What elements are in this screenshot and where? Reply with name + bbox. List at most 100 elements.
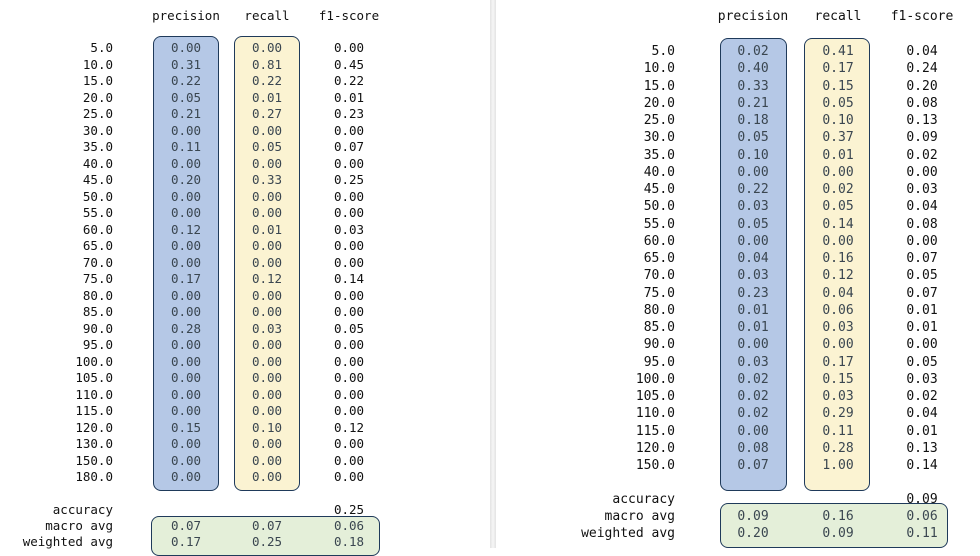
weighted-avg-f1-score: 0.11: [906, 526, 938, 541]
accuracy-value: 0.09: [906, 492, 938, 507]
weighted-avg-f1-score: 0.18: [333, 534, 365, 549]
precision-value: 0.00: [170, 155, 202, 171]
recall-value: 0.05: [822, 199, 854, 215]
class-label: 130.0: [75, 436, 113, 451]
recall-value: 0.28: [822, 440, 854, 456]
class-label: 40.0: [643, 164, 675, 180]
f1-score-value: 0.00: [333, 386, 365, 402]
accuracy-label: accuracy: [612, 492, 675, 507]
weighted-avg-precision: 0.17: [170, 534, 202, 549]
class-label: 150.0: [635, 458, 675, 473]
recall-value: 0.00: [251, 205, 283, 220]
accuracy-value: 0.25: [333, 502, 365, 517]
precision-value: 0.07: [737, 458, 769, 473]
class-label: 100.0: [635, 371, 675, 387]
f1-score-value: 0.14: [333, 271, 365, 286]
weighted-avg-precision: 0.20: [737, 526, 769, 541]
class-label: 90.0: [82, 320, 113, 336]
precision-value: 0.40: [737, 61, 769, 77]
class-label: 70.0: [82, 254, 113, 270]
macro-avg-label: macro avg: [604, 509, 675, 524]
precision-value: 0.00: [170, 403, 202, 418]
recall-value: 0.00: [822, 337, 854, 353]
f1-score-value: 0.45: [333, 56, 365, 72]
class-label: 110.0: [635, 406, 675, 422]
class-label: 115.0: [635, 423, 675, 439]
precision-value: 0.22: [170, 73, 202, 88]
class-label: 105.0: [635, 389, 675, 404]
weighted-avg-label: weighted avg: [22, 534, 113, 549]
recall-value: 0.11: [822, 423, 854, 439]
recall-value: 0.12: [822, 268, 854, 284]
weighted-avg-recall: 0.09: [822, 526, 854, 541]
f1-score-value: 0.00: [333, 436, 365, 451]
precision-value: 0.00: [170, 436, 202, 451]
class-label: 25.0: [643, 113, 675, 128]
precision-column-highlight: [720, 38, 787, 491]
precision-value: 0.05: [170, 89, 202, 105]
recall-header: recall: [814, 9, 862, 24]
f1-score-value: 0.00: [333, 155, 365, 171]
precision-value: 0.21: [170, 106, 202, 121]
class-label: 30.0: [82, 122, 113, 138]
precision-value: 0.00: [737, 337, 769, 353]
f1-score-value: 0.03: [906, 371, 938, 387]
recall-value: 0.17: [822, 61, 854, 77]
macro-avg-recall: 0.07: [251, 518, 283, 533]
weighted-avg-label: weighted avg: [581, 526, 675, 541]
class-label: 50.0: [643, 199, 675, 215]
precision-value: 0.00: [737, 233, 769, 249]
precision-value: 0.03: [737, 354, 769, 370]
precision-value: 0.28: [170, 320, 202, 336]
precision-value: 0.17: [170, 271, 202, 286]
f1-score-value: 0.00: [333, 238, 365, 253]
class-label: 55.0: [643, 216, 675, 232]
f1-score-value: 0.24: [906, 61, 938, 77]
class-label: 10.0: [643, 61, 675, 77]
recall-value: 1.00: [822, 458, 854, 473]
f1-score-value: 0.08: [906, 216, 938, 232]
precision-value: 0.00: [170, 304, 202, 319]
class-label: 25.0: [82, 106, 113, 121]
precision-value: 0.05: [737, 130, 769, 146]
precision-value: 0.00: [170, 205, 202, 220]
macro-avg-precision: 0.07: [170, 518, 202, 533]
precision-value: 0.21: [737, 95, 769, 111]
f1-score-value: 0.03: [906, 182, 938, 197]
precision-value: 0.03: [737, 268, 769, 284]
recall-value: 0.00: [251, 452, 283, 468]
precision-value: 0.08: [737, 440, 769, 456]
f1-score-value: 0.07: [333, 139, 365, 154]
precision-value: 0.23: [737, 285, 769, 301]
f1-score-value: 0.00: [906, 337, 938, 353]
recall-value: 0.00: [251, 386, 283, 402]
f1-score-value: 0.08: [906, 95, 938, 111]
precision-header: precision: [717, 9, 789, 24]
f1-score-value: 0.00: [333, 337, 365, 352]
class-label: 65.0: [643, 251, 675, 266]
class-label: 20.0: [82, 89, 113, 105]
recall-value: 0.22: [251, 73, 283, 88]
averages-highlight: [720, 503, 948, 548]
recall-value: 0.00: [251, 337, 283, 352]
macro-avg-f1-score: 0.06: [333, 518, 365, 533]
recall-value: 0.05: [251, 139, 283, 154]
f1-score-header: f1-score: [890, 9, 954, 24]
recall-value: 0.00: [251, 254, 283, 270]
f1-score-value: 0.09: [906, 130, 938, 146]
class-label: 100.0: [75, 353, 113, 369]
recall-value: 0.81: [251, 56, 283, 72]
recall-value: 0.33: [251, 172, 283, 187]
recall-value: 0.17: [822, 354, 854, 370]
f1-score-value: 0.05: [333, 320, 365, 336]
recall-value: 0.01: [251, 221, 283, 237]
precision-value: 0.00: [170, 287, 202, 303]
recall-value: 0.15: [822, 78, 854, 94]
recall-header: recall: [244, 8, 290, 23]
macro-avg-precision: 0.09: [737, 509, 769, 524]
f1-score-value: 0.25: [333, 172, 365, 187]
precision-value: 0.20: [170, 172, 202, 187]
precision-value: 0.00: [737, 423, 769, 439]
recall-value: 0.03: [251, 320, 283, 336]
recall-value: 0.04: [822, 285, 854, 301]
